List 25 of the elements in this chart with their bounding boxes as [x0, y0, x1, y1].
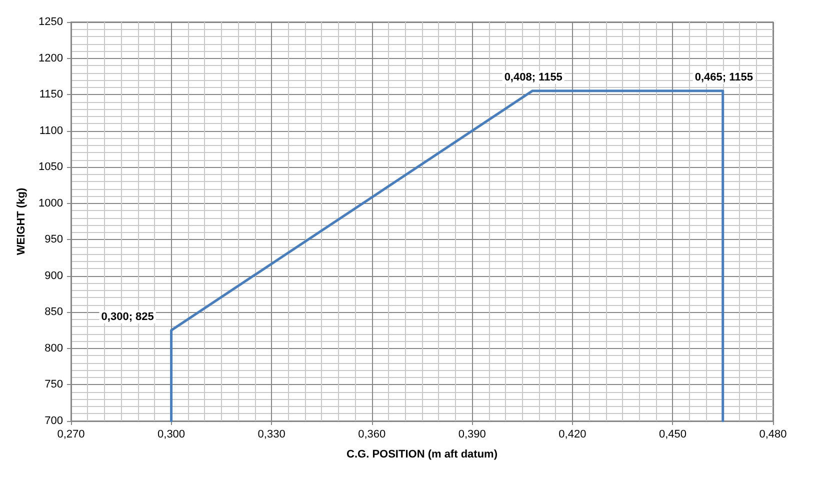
x-tick-label: 0,390 [458, 428, 486, 440]
y-tick-label: 1050 [38, 161, 63, 174]
y-tick-label: 1200 [38, 52, 63, 64]
data-label: 0,300; 825 [101, 310, 154, 323]
y-tick-label: 850 [44, 306, 63, 318]
x-tick-label: 0,270 [57, 428, 85, 440]
data-label: 0,465; 1155 [694, 71, 753, 84]
y-tick-label: 900 [44, 270, 63, 282]
y-tick-label: 1150 [39, 88, 63, 101]
x-axis-title: C.G. POSITION (m aft datum) [346, 448, 498, 460]
x-tick-label: 0,300 [158, 428, 186, 440]
y-tick-label: 950 [44, 234, 63, 246]
data-label: 0,408; 1155 [504, 71, 562, 84]
x-tick-label: 0,450 [658, 428, 686, 440]
x-tick-label: 0,480 [759, 428, 787, 440]
y-tick-label: 1100 [39, 124, 63, 137]
y-tick-label: 1250 [38, 16, 63, 28]
x-tick-label: 0,360 [358, 428, 386, 440]
y-tick-label: 700 [44, 415, 63, 427]
y-axis-title: WEIGHT (kg) [16, 188, 28, 256]
y-tick-label: 800 [44, 342, 63, 354]
x-tick-label: 0,420 [558, 428, 586, 440]
y-tick-label: 1000 [38, 197, 63, 210]
x-tick-label: 0,330 [258, 428, 286, 440]
y-tick-label: 750 [44, 378, 63, 391]
